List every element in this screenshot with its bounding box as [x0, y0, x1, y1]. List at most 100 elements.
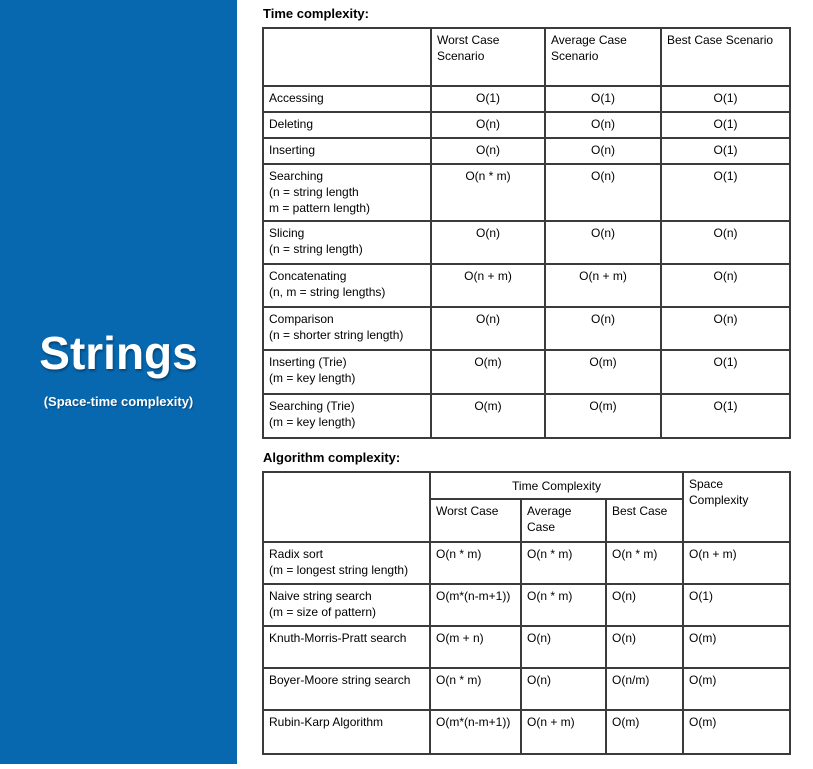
table-row: Boyer-Moore string search O(n * m) O(n) O(n… — [262, 667, 791, 711]
row-label: Inserting — [269, 143, 316, 157]
complexity-value-cell: O(1) — [660, 111, 791, 139]
row-label-cell: Knuth-Morris-Pratt search — [262, 625, 431, 669]
row-label-note: (n = shorter string length) — [269, 328, 404, 342]
row-label-cell: Slicing (n = string length) — [262, 220, 432, 265]
complexity-value-cell: O(m) — [682, 667, 791, 711]
complexity-value-cell: O(m) — [682, 709, 791, 755]
table-row: Inserting O(n) O(n) O(1) — [262, 137, 791, 165]
sidebar: Strings (Space-time complexity) — [0, 0, 237, 764]
complexity-value-cell: O(1) — [660, 163, 791, 222]
algorithm-table-title: Algorithm complexity: — [263, 450, 401, 465]
row-label-note: (m = size of pattern) — [269, 605, 377, 619]
row-label-note: (n = string length) — [269, 242, 363, 256]
complexity-value-cell: O(n * m) — [430, 163, 546, 222]
table-row: Searching (Trie) (m = key length) O(m) O(m)… — [262, 393, 791, 439]
column-header-worst-case: Worst Case — [429, 498, 522, 543]
table-row: Searching (n = string length m = pattern … — [262, 163, 791, 222]
table-row: Deleting O(n) O(n) O(1) — [262, 111, 791, 139]
complexity-value-cell: O(1) — [430, 85, 546, 113]
row-label-cell: Searching (n = string length m = pattern … — [262, 163, 432, 222]
column-header-space-complexity: Space Complexity — [682, 471, 791, 543]
row-label: Deleting — [269, 117, 314, 131]
row-label: Naive string search — [269, 589, 372, 603]
complexity-value-cell: O(n * m) — [605, 541, 684, 585]
row-label-cell: Inserting (Trie) (m = key length) — [262, 349, 432, 395]
algorithm-complexity-section: Algorithm complexity: Time Complexity Sp… — [262, 450, 791, 755]
complexity-value-cell: O(n) — [544, 220, 662, 265]
row-label: Concatenating — [269, 269, 347, 283]
row-label-cell: Radix sort (m = longest string length) — [262, 541, 431, 585]
complexity-value-cell: O(m) — [544, 393, 662, 439]
complexity-value-cell: O(m*(n-m+1)) — [429, 709, 522, 755]
row-label: Inserting (Trie) — [269, 355, 347, 369]
complexity-value-cell: O(m*(n-m+1)) — [429, 583, 522, 627]
empty-header-cell — [262, 27, 432, 87]
table-row: Rubin-Karp Algorithm O(m*(n-m+1)) O(n + m)… — [262, 709, 791, 755]
table-row: Naive string search (m = size of pattern)… — [262, 583, 791, 627]
table-row: Concatenating (n, m = string lengths) O(n … — [262, 263, 791, 308]
complexity-value-cell: O(n) — [544, 111, 662, 139]
complexity-value-cell: O(n * m) — [520, 583, 607, 627]
complexity-value-cell: O(n) — [660, 220, 791, 265]
row-label: Comparison — [269, 312, 334, 326]
complexity-value-cell: O(n) — [544, 163, 662, 222]
row-label: Knuth-Morris-Pratt search — [269, 631, 407, 645]
complexity-value-cell: O(m + n) — [429, 625, 522, 669]
row-label-cell: Rubin-Karp Algorithm — [262, 709, 431, 755]
column-header-best-case: Best Case Scenario — [660, 27, 791, 87]
column-header-average-case: Average Case Scenario — [544, 27, 662, 87]
time-table-header-row: Worst Case Scenario Average Case Scenari… — [262, 27, 791, 87]
time-table-title: Time complexity: — [263, 6, 369, 21]
row-label-cell: Boyer-Moore string search — [262, 667, 431, 711]
complexity-value-cell: O(n * m) — [429, 667, 522, 711]
complexity-value-cell: O(1) — [660, 349, 791, 395]
complexity-value-cell: O(m) — [430, 349, 546, 395]
page-title: Strings — [39, 327, 198, 379]
row-label-note: (n, m = string lengths) — [269, 285, 386, 299]
row-label-cell: Deleting — [262, 111, 432, 139]
row-label-note: (n = string length m = pattern length) — [269, 185, 371, 215]
complexity-value-cell: O(n) — [520, 667, 607, 711]
complexity-value-cell: O(n + m) — [682, 541, 791, 585]
row-label: Slicing — [269, 226, 305, 240]
table-row: Accessing O(1) O(1) O(1) — [262, 85, 791, 113]
empty-header-cell — [262, 471, 431, 543]
complexity-value-cell: O(m) — [682, 625, 791, 669]
algorithm-table-subheader-row: Worst Case Average Case Best Case — [263, 498, 790, 543]
row-label: Accessing — [269, 91, 324, 105]
complexity-value-cell: O(m) — [430, 393, 546, 439]
complexity-value-cell: O(n) — [430, 220, 546, 265]
complexity-value-cell: O(n) — [544, 137, 662, 165]
complexity-value-cell: O(n * m) — [429, 541, 522, 585]
complexity-value-cell: O(n) — [605, 583, 684, 627]
row-label: Searching (Trie) — [269, 399, 355, 413]
complexity-value-cell: O(1) — [660, 85, 791, 113]
complexity-value-cell: O(n) — [660, 306, 791, 351]
row-label: Rubin-Karp Algorithm — [269, 715, 384, 729]
row-label-note: (m = key length) — [269, 415, 356, 429]
page-subtitle: (Space-time complexity) — [43, 394, 194, 409]
row-label-cell: Concatenating (n, m = string lengths) — [262, 263, 432, 308]
table-row: Radix sort (m = longest string length) O(n… — [262, 541, 791, 585]
complexity-value-cell: O(n * m) — [520, 541, 607, 585]
algorithm-complexity-table: Time Complexity Space Complexity Worst C… — [262, 471, 791, 755]
row-label-cell: Searching (Trie) (m = key length) — [262, 393, 432, 439]
row-label-cell: Accessing — [262, 85, 432, 113]
complexity-value-cell: O(1) — [660, 393, 791, 439]
row-label-note: (m = longest string length) — [269, 563, 409, 577]
row-label-cell: Comparison (n = shorter string length) — [262, 306, 432, 351]
complexity-value-cell: O(1) — [682, 583, 791, 627]
algorithm-table-group-header-row: Time Complexity Space Complexity — [262, 471, 791, 543]
complexity-value-cell: O(n + m) — [520, 709, 607, 755]
row-label-cell: Inserting — [262, 137, 432, 165]
table-row: Slicing (n = string length) O(n) O(n) O(n) — [262, 220, 791, 265]
complexity-value-cell: O(1) — [544, 85, 662, 113]
complexity-value-cell: O(n + m) — [430, 263, 546, 308]
complexity-value-cell: O(n) — [430, 137, 546, 165]
complexity-value-cell: O(m) — [605, 709, 684, 755]
complexity-value-cell: O(n + m) — [544, 263, 662, 308]
table-row: Knuth-Morris-Pratt search O(m + n) O(n) O(n… — [262, 625, 791, 669]
complexity-value-cell: O(1) — [660, 137, 791, 165]
table-row: Comparison (n = shorter string length) O(n… — [262, 306, 791, 351]
complexity-value-cell: O(n) — [520, 625, 607, 669]
